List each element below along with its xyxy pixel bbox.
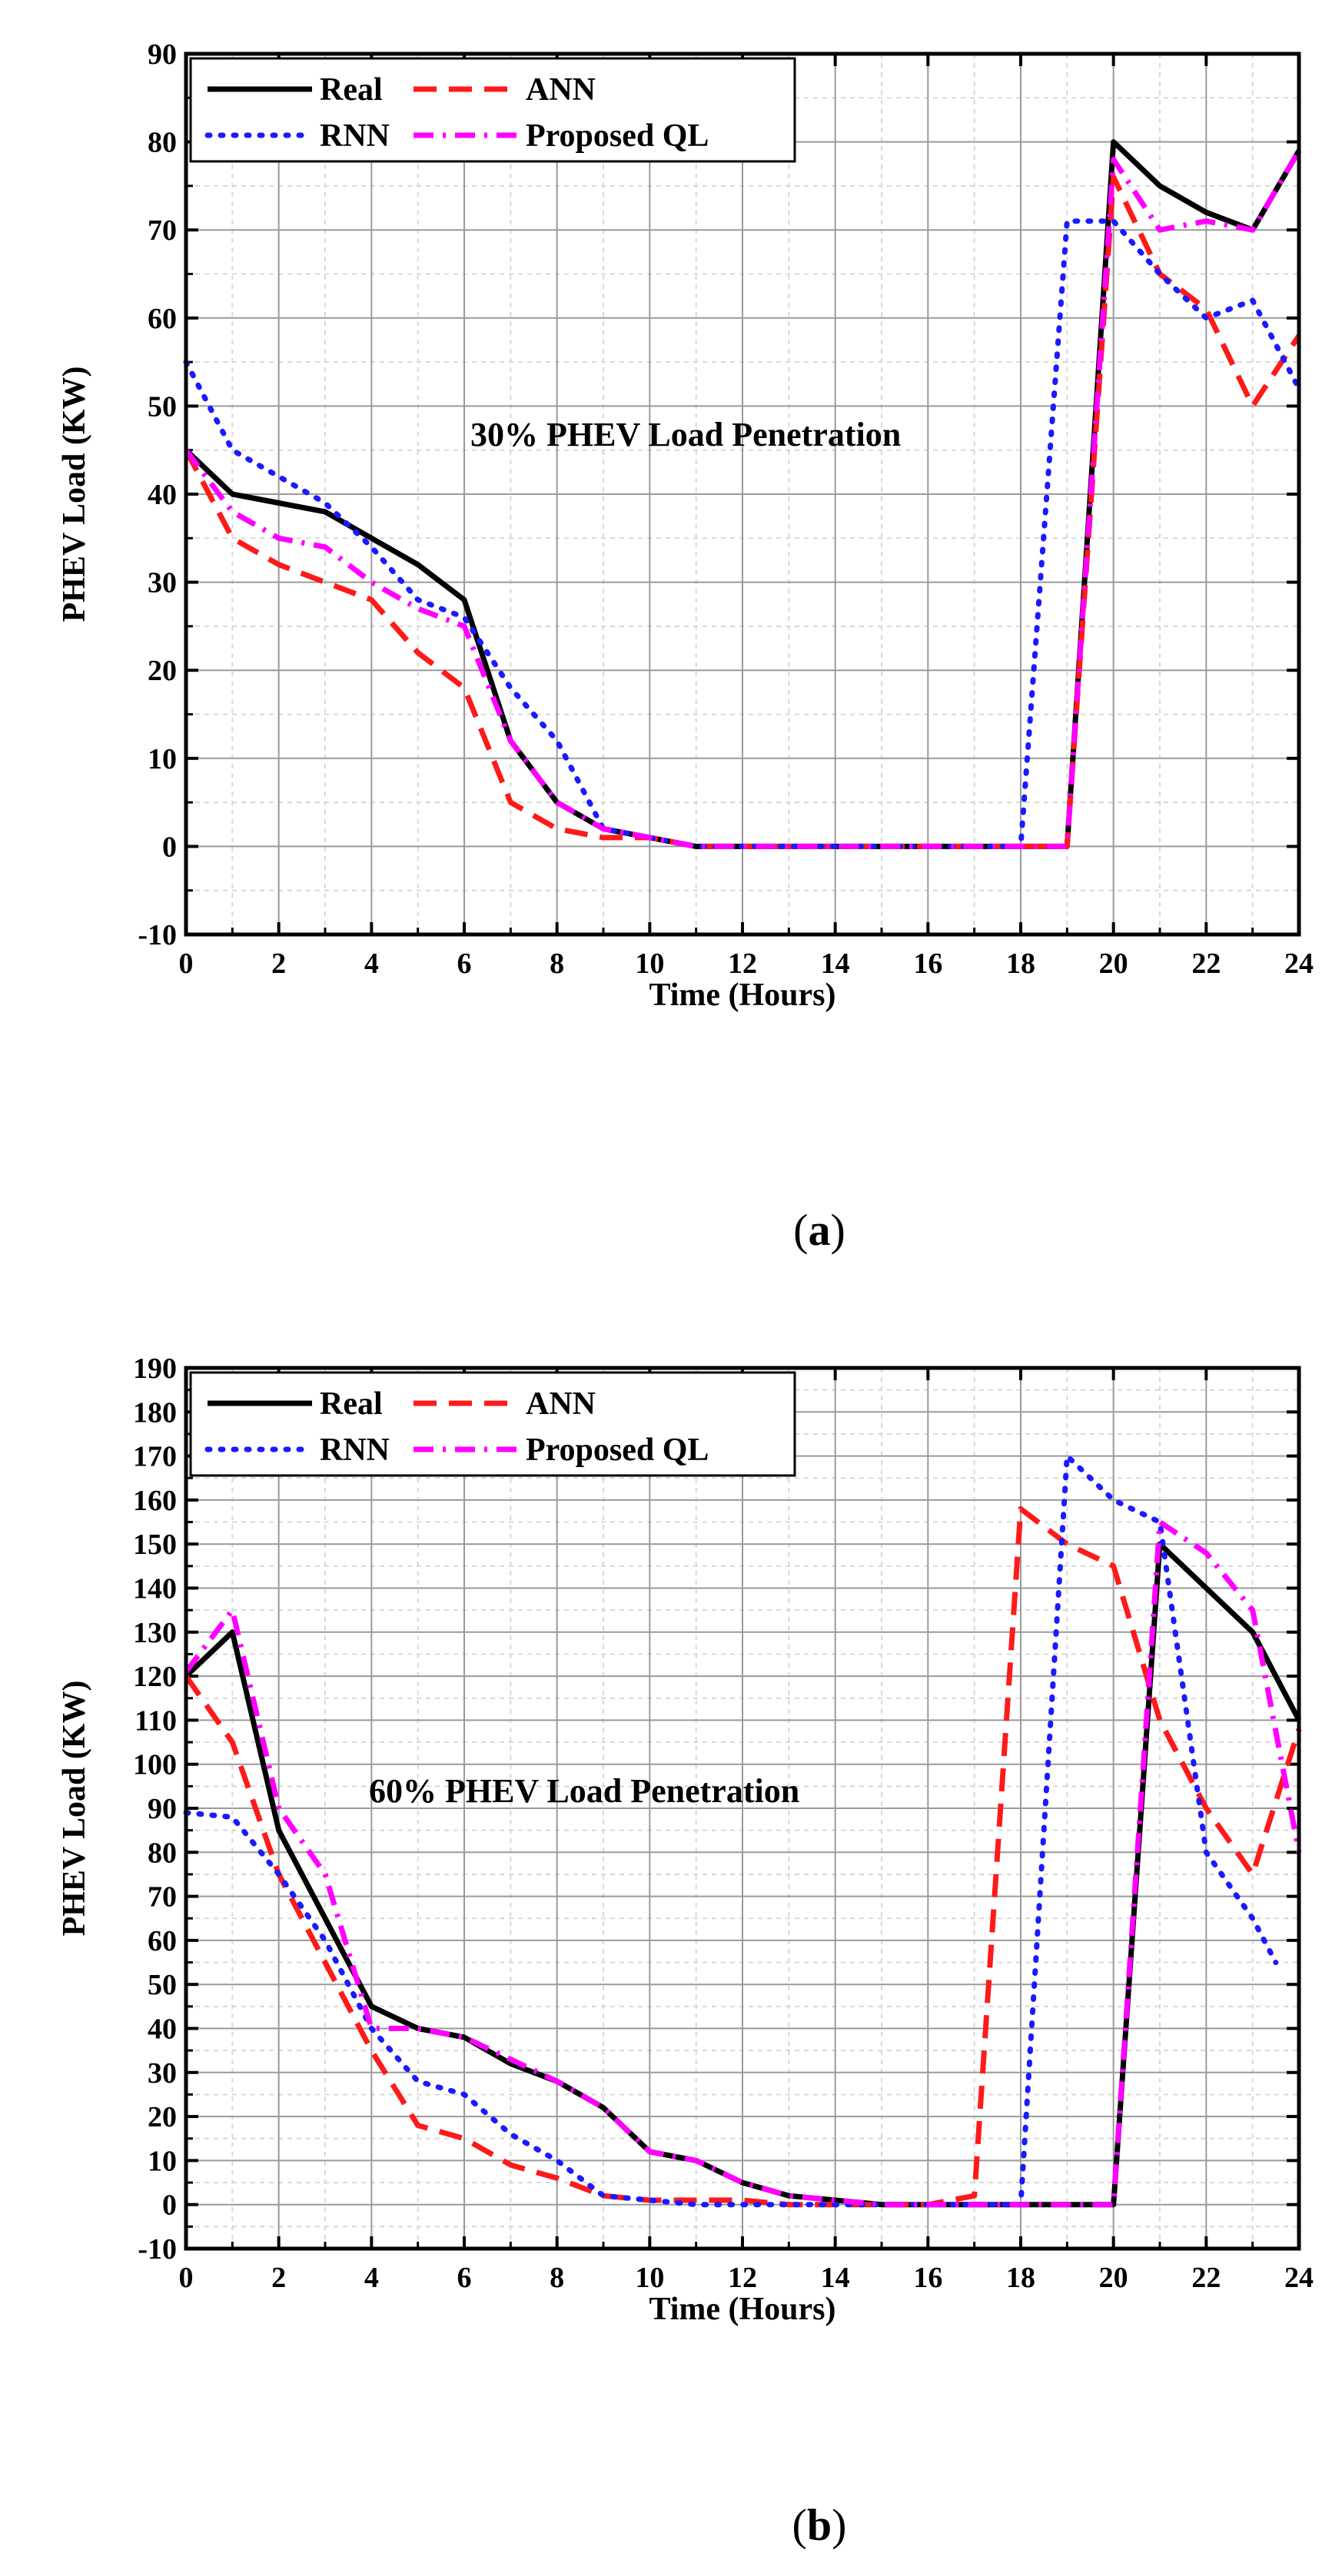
y-tick-label: 30 [148,2057,177,2090]
y-tick-label: 80 [148,127,177,159]
y-tick-label: 20 [148,2101,177,2133]
x-tick-label: 18 [1006,2262,1035,2294]
x-tick-label: 24 [1284,2262,1314,2294]
y-tick-label: 190 [133,1353,177,1385]
legend-label: ANN [526,72,596,108]
legend-box [189,57,796,163]
x-tick-label: 6 [457,948,472,980]
x-tick-label: 10 [635,2262,664,2294]
x-tick-label: 2 [271,2262,286,2294]
x-tick-label: 2 [271,948,286,980]
x-tick-label: 20 [1099,2262,1128,2294]
legend-label: RNN [320,1432,390,1468]
x-tick-label: 18 [1006,948,1035,980]
y-tick-label: 180 [133,1396,177,1429]
caption-letter: b [807,2500,832,2550]
ticks: 0 2 4 6 8 10 12 14 16 18 20 22 24-100102030405060708… [133,1353,1314,2294]
y-tick-label: 120 [133,1661,177,1693]
caption-paren-close: ) [832,2500,846,2550]
figure-caption: (a) [793,1205,845,1255]
x-tick-label: 8 [550,948,564,980]
y-tick-label: 110 [135,1705,177,1737]
y-tick-label: 160 [133,1485,177,1517]
y-tick-label: 150 [133,1529,177,1561]
y-axis-label: PHEV Load (KW) [57,1681,92,1937]
chart-panel-b: 0 2 4 6 8 10 12 14 16 18 20 22 24-100102030405060708… [57,1353,1314,2550]
legend-label: Proposed QL [526,118,709,154]
y-tick-label: 20 [148,655,177,687]
y-tick-label: 70 [148,1881,177,1914]
legend: Real ANN RNN Proposed QL [189,1371,796,1477]
y-tick-label: 0 [162,2189,177,2222]
x-tick-label: 10 [635,948,664,980]
y-tick-label: 130 [133,1617,177,1649]
x-tick-label: 12 [728,2262,757,2294]
y-tick-label: 50 [148,1969,177,2001]
x-tick-label: 4 [364,2262,379,2294]
x-tick-label: 14 [821,2262,850,2294]
caption-paren-open: ( [792,2500,807,2550]
legend-box [189,1371,796,1477]
caption-paren-close: ) [831,1205,845,1255]
plot-frame [184,1366,1301,2251]
x-tick-label: 8 [550,2262,564,2294]
chart-annotation: 60% PHEV Load Penetration [369,1772,799,1810]
y-tick-label: 90 [148,38,177,71]
y-tick-label: -10 [138,919,177,951]
caption-paren-open: ( [793,1205,808,1255]
x-tick-label: 4 [364,948,379,980]
series-proposed-ql [184,1519,1302,2208]
x-tick-label: 22 [1191,2262,1221,2294]
x-tick-label: 20 [1099,948,1128,980]
y-tick-label: 10 [148,2145,177,2177]
legend-label: Real [320,1386,383,1422]
y-tick-label: 50 [148,390,177,423]
y-tick-label: 30 [148,567,177,599]
series-proposed-ql [184,149,1302,849]
legend-label: Proposed QL [526,1432,709,1468]
y-tick-label: -10 [138,2233,177,2266]
y-tick-label: 40 [148,2013,177,2046]
y-tick-label: 90 [148,1793,177,1825]
legend-label: Real [320,72,383,108]
x-tick-label: 16 [913,948,942,980]
x-tick-label: 6 [457,2262,472,2294]
legend-label: ANN [526,1386,596,1422]
figure-caption: (b) [792,2500,847,2550]
chart-annotation: 30% PHEV Load Penetration [470,416,901,453]
y-tick-label: 100 [133,1749,177,1781]
y-tick-label: 140 [133,1573,177,1605]
y-axis-label: PHEV Load (KW) [57,367,92,622]
y-tick-label: 170 [133,1441,177,1473]
x-tick-label: 22 [1191,948,1221,980]
y-tick-label: 0 [162,831,177,863]
x-tick-label: 0 [179,2262,194,2294]
x-axis-label: Time (Hours) [649,2292,835,2327]
y-tick-label: 70 [148,214,177,247]
y-tick-label: 60 [148,303,177,335]
y-tick-label: 60 [148,1925,177,1957]
x-tick-label: 0 [179,948,194,980]
x-axis-label: Time (Hours) [649,978,835,1013]
legend: Real ANN RNN Proposed QL [189,57,796,163]
x-tick-label: 16 [913,2262,942,2294]
y-tick-label: 10 [148,743,177,775]
grid [185,53,1300,935]
series-group [183,1453,1302,2208]
x-tick-label: 12 [728,948,757,980]
y-tick-label: 80 [148,1837,177,1869]
chart-panel-a: 0 2 4 6 8 10 12 14 16 18 20 22 24-100102030405060708… [57,38,1314,1255]
series-group [183,139,1302,849]
x-tick-label: 14 [821,948,850,980]
caption-letter: a [809,1205,831,1255]
legend-label: RNN [320,118,390,154]
plot-frame [184,51,1301,937]
x-tick-label: 24 [1284,948,1314,980]
y-tick-label: 40 [148,479,177,511]
